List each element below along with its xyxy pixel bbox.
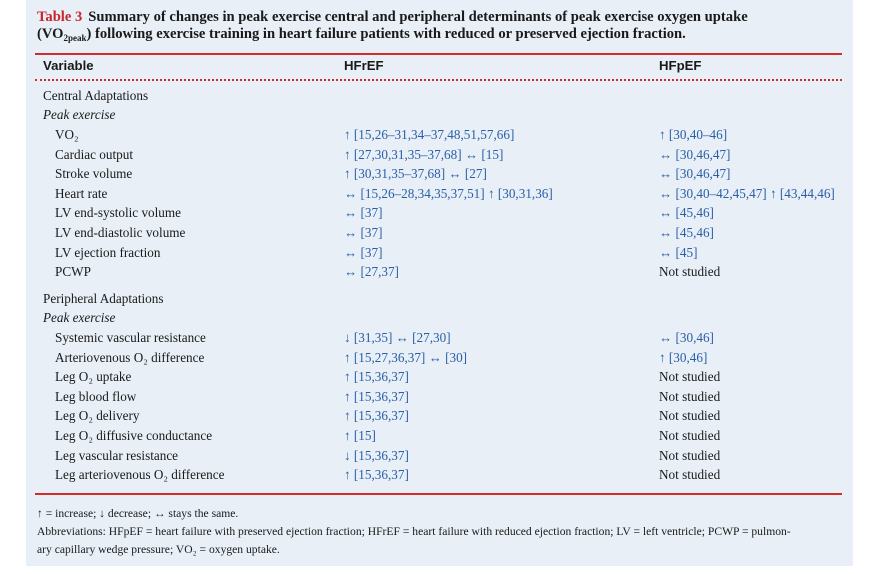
row-variable: Arteriovenous O₂ difference <box>55 349 205 365</box>
row-hfpef: ↑ [30,40–46] <box>659 127 728 142</box>
header-variable: Variable <box>43 58 94 73</box>
row-variable: Leg O₂ uptake <box>55 369 132 385</box>
row-variable: Stroke volume <box>55 166 133 182</box>
table-caption: Table 3 Summary of changes in peak exerci… <box>37 9 842 43</box>
row-hfref: ↑ [15,36,37] <box>344 388 409 404</box>
row-hfref: ↑ [15,36,37] <box>344 369 409 385</box>
row-hfref: ↑ [30,31,35–37,68] ↔ [27] <box>344 166 487 182</box>
row-hfpef: Not studied <box>659 447 721 463</box>
caption-line-2-post: ) following exercise training in heart f… <box>86 26 686 42</box>
row-variable: LV end-diastolic volume <box>55 225 186 240</box>
row-hfpef: ↔ [30,40–42,45,47] ↑ [43,44,46] <box>659 185 835 201</box>
row-hfref: ↔ [37] <box>344 225 383 240</box>
row-variable: LV ejection fraction <box>55 244 161 260</box>
section-title: Central Adaptations <box>43 88 149 103</box>
row-variable: LV end-systolic volume <box>55 205 182 221</box>
header-hfpef: HFpEF <box>659 58 702 73</box>
caption-line-1: Summary of changes in peak exercise cent… <box>88 9 748 25</box>
row-variable: VO₂ <box>55 127 79 142</box>
row-variable: Leg blood flow <box>55 388 137 404</box>
row-variable: PCWP <box>55 264 91 280</box>
caption-line-2-pre: (VO <box>37 26 64 42</box>
bottom-rule <box>35 493 842 495</box>
row-hfpef: ↑ [30,46] <box>659 349 708 365</box>
row-variable: Leg vascular resistance <box>55 447 179 463</box>
footnote-legend: ↑ = increase; ↓ decrease; ↔ stays the sa… <box>37 507 239 520</box>
row-hfpef: ↔ [30,46] <box>659 330 714 345</box>
row-hfpef: ↔ [30,46,47] <box>659 146 731 162</box>
section-subtitle: Peak exercise <box>43 107 116 122</box>
row-hfref: ↔ [15,26–28,34,35,37,51] ↑ [30,31,36] <box>344 185 553 201</box>
row-hfref: ↓ [31,35] ↔ [27,30] <box>344 330 451 345</box>
row-hfref: ↑ [15,27,36,37] ↔ [30] <box>344 349 468 365</box>
row-hfref: ↑ [27,30,31,35–37,68] ↔ [15] <box>344 146 504 162</box>
row-hfref: ↑ [15] <box>344 428 376 443</box>
row-hfpef: ↔ [45,46] <box>659 225 714 240</box>
table-label: Table 3 <box>37 9 83 25</box>
row-hfpef: Not studied <box>659 408 721 424</box>
row-hfpef: Not studied <box>659 388 721 404</box>
row-hfref: ↑ [15,36,37] <box>344 408 409 424</box>
top-rule <box>35 53 842 55</box>
row-hfpef: Not studied <box>659 467 721 483</box>
row-hfref: ↔ [37] <box>344 244 383 260</box>
row-hfpef: Not studied <box>659 428 721 443</box>
table-panel <box>26 0 853 566</box>
caption-line-2-sub: 2peak <box>63 33 87 43</box>
row-hfpef: ↔ [45,46] <box>659 205 714 221</box>
row-hfpef: Not studied <box>659 264 721 280</box>
header-hfref: HFrEF <box>344 58 384 73</box>
row-variable: Heart rate <box>55 185 108 201</box>
row-variable: Leg O₂ delivery <box>55 408 140 424</box>
section-subtitle: Peak exercise <box>43 310 116 325</box>
row-hfpef: Not studied <box>659 369 721 385</box>
row-hfref: ↓ [15,36,37] <box>344 447 409 463</box>
row-hfref: ↑ [15,26–31,34–37,48,51,57,66] <box>344 127 515 142</box>
footnote-abbreviations-1: Abbreviations: HFpEF = heart failure wit… <box>37 525 791 538</box>
footnote-abbreviations-2: ary capillary wedge pressure; VO₂ = oxyg… <box>37 543 280 556</box>
row-variable: Systemic vascular resistance <box>55 330 206 345</box>
row-variable: Leg O₂ diffusive conductance <box>55 428 213 443</box>
row-hfref: ↑ [15,36,37] <box>344 467 409 483</box>
row-hfpef: ↔ [45] <box>659 244 698 260</box>
row-hfref: ↔ [37] <box>344 205 383 221</box>
section-title: Peripheral Adaptations <box>43 291 164 306</box>
row-variable: Leg arteriovenous O₂ difference <box>55 467 225 483</box>
header-dotted-rule <box>35 79 842 81</box>
row-variable: Cardiac output <box>55 146 134 162</box>
row-hfpef: ↔ [30,46,47] <box>659 166 731 182</box>
row-hfref: ↔ [27,37] <box>344 264 399 280</box>
